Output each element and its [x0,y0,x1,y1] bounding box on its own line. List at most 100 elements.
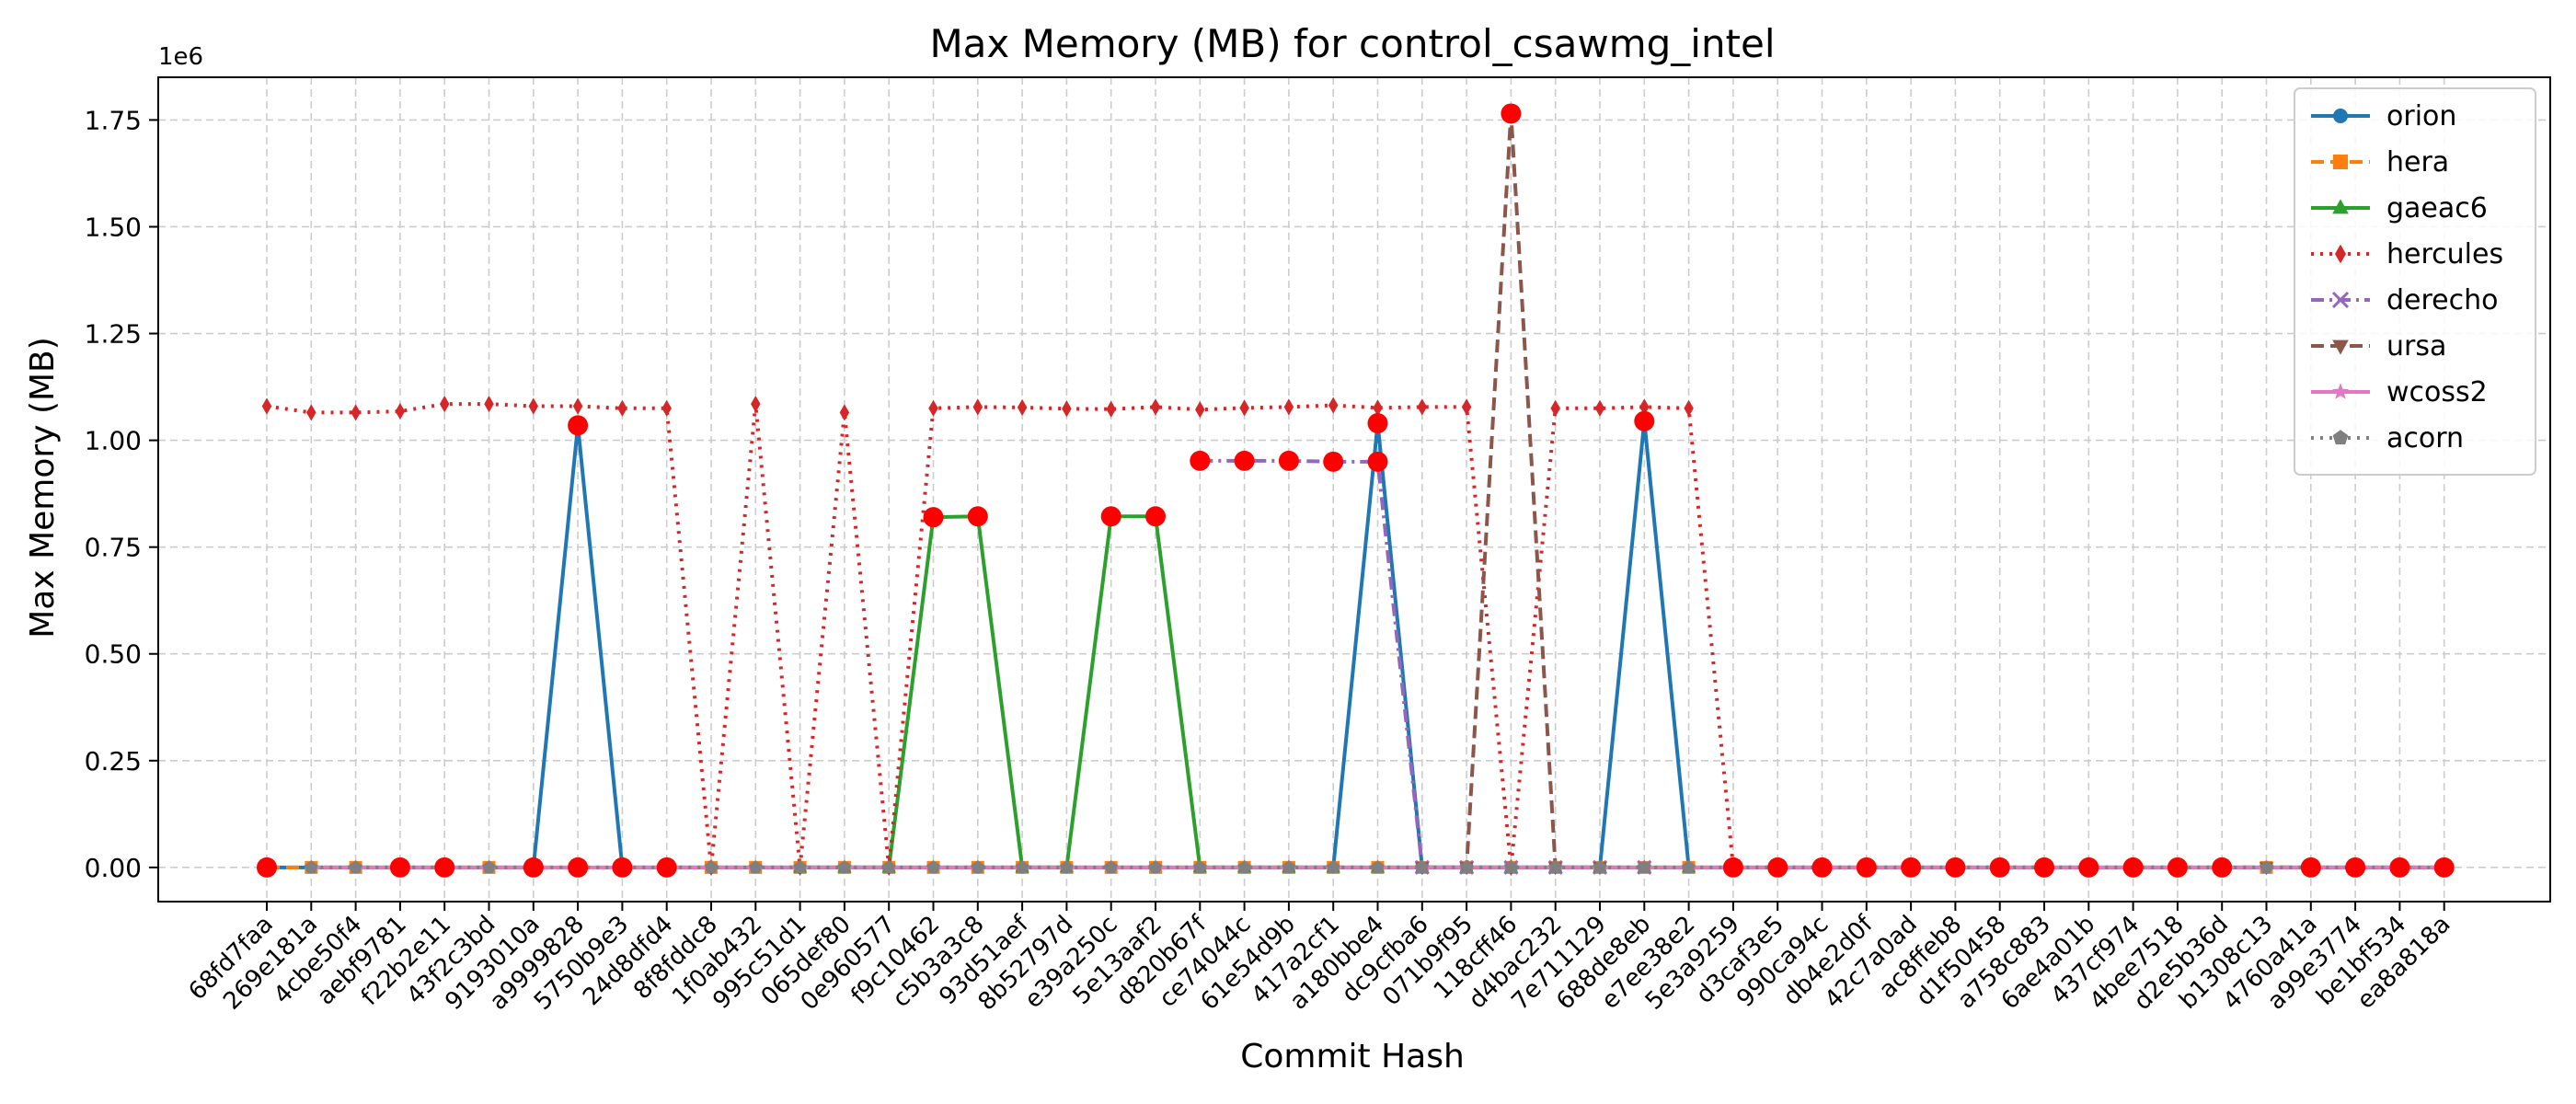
data-point-hercules [751,396,761,413]
data-point-acorn [748,860,763,874]
legend-marker-ursa [2332,339,2349,355]
data-point-hercules [1594,399,1605,417]
highlight-point [1945,857,1966,878]
legend-marker-hera [2333,155,2348,169]
data-point-hercules [1150,398,1161,416]
legend-entry-wcoss2: wcoss2 [2311,376,2488,408]
legend-marker-orion [2333,109,2348,123]
y-tick-label: 1.00 [85,426,142,456]
highlight-point [1989,857,2010,878]
highlight-point [1634,410,1655,431]
data-point-hercules [1283,398,1294,416]
legend-label-gaeac6: gaeac6 [2386,192,2488,224]
highlight-point [568,415,589,436]
data-point-acorn [1593,860,1607,874]
highlight-point [1234,450,1255,471]
data-point-acorn [1237,860,1251,874]
data-point-hercules [661,399,672,417]
highlight-point [2078,857,2099,878]
data-point-acorn [793,860,807,874]
data-point-hercules [528,397,539,415]
highlight-layer [257,103,2455,878]
data-point-acorn [837,860,852,874]
data-point-acorn [881,860,896,874]
legend-label-derecho: derecho [2386,284,2499,316]
legend-label-orion: orion [2386,100,2456,132]
legend-label-ursa: ursa [2386,330,2446,362]
chart-title: Max Memory (MB) for control_csawmg_intel [929,21,1775,66]
highlight-point [2122,857,2144,878]
highlight-point [2345,857,2366,878]
data-point-acorn [1060,860,1074,874]
legend-entry-gaeac6: gaeac6 [2311,192,2488,224]
data-point-hercules [261,397,272,415]
data-point-hercules [1684,399,1694,417]
data-point-hercules [972,398,983,416]
data-point-hercules [351,404,361,421]
legend-entry-hercules: hercules [2311,238,2503,270]
highlight-point [2433,857,2455,878]
data-point-hercules [1195,401,1205,419]
data-point-acorn [1637,860,1651,874]
highlight-point [1145,506,1166,527]
legend-entry-ursa: ursa [2311,330,2446,362]
legend-box [2294,87,2536,476]
data-point-hercules [1017,398,1028,416]
highlight-point [1367,413,1388,434]
y-axis-title: Max Memory (MB) [24,337,62,638]
highlight-point [967,506,988,527]
highlight-point [1722,857,1743,878]
data-point-hercules [1328,397,1339,414]
data-point-acorn [971,860,985,874]
data-point-hercules [839,404,850,421]
highlight-point [1100,506,1121,527]
data-point-acorn [1148,860,1163,874]
highlight-point [612,857,633,878]
data-point-hercules [1461,398,1472,416]
data-point-acorn [1459,860,1474,874]
highlight-point [2389,857,2410,878]
highlight-point [1278,450,1299,471]
highlight-point [257,857,277,878]
legend-entry-acorn: acorn [2311,422,2464,454]
highlight-point [1811,857,1833,878]
highlight-point [1323,451,1344,472]
data-point-acorn [482,860,496,874]
legend: orion hera gaeac6 hercules derecho ursa wcoss2… [2294,87,2536,476]
highlight-point [434,857,455,878]
legend-entry-hera: hera [2311,146,2449,178]
legend-marker-gaeac6 [2332,199,2349,214]
legend-label-wcoss2: wcoss2 [2386,376,2488,408]
highlight-point [523,857,544,878]
highlight-point [1501,103,1522,124]
data-point-hercules [617,399,627,417]
legend-label-hercules: hercules [2386,238,2503,270]
highlight-point [2167,857,2188,878]
y-tick-label: 0.00 [85,853,142,883]
y-tick-label: 0.25 [85,746,142,776]
data-point-acorn [1326,860,1340,874]
data-point-hercules [395,402,406,420]
legend-label-acorn: acorn [2386,422,2464,454]
data-point-hercules [1239,399,1249,417]
y-offset-label: 1e6 [158,43,203,71]
data-point-hercules [1062,400,1072,418]
highlight-point [1901,857,1922,878]
data-point-hercules [572,397,583,415]
highlight-point [923,507,944,528]
data-point-acorn [1548,860,1563,874]
data-point-hercules [484,396,494,413]
data-point-acorn [1104,860,1119,874]
data-point-acorn [704,860,719,874]
y-tick-label: 0.75 [85,533,142,563]
data-point-hercules [439,396,450,413]
data-point-acorn [2260,860,2273,874]
highlight-point [389,857,410,878]
data-point-acorn [304,860,318,874]
highlight-point [2212,857,2233,878]
data-point-acorn [1371,860,1385,874]
data-point-acorn [926,860,940,874]
